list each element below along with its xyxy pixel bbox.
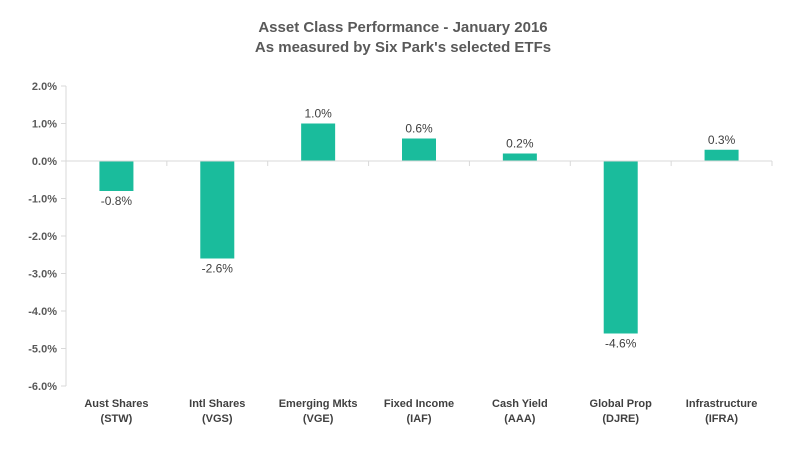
x-category-ticker: (VGS) [202,413,233,425]
bar [99,161,134,191]
y-tick-label: -5.0% [28,344,57,356]
y-tick-label: -2.0% [28,231,57,243]
data-label: 0.2% [506,137,534,151]
x-axis: Aust Shares (STW) Intl Shares (VGS) Emerging… [66,160,773,425]
bar [200,161,235,259]
y-tick-label: 0.0% [32,156,57,168]
x-category-label: Aust Shares [84,398,148,410]
x-category-ticker: (AAA) [504,413,535,425]
x-category-ticker: (IFRA) [705,413,738,425]
x-category-ticker: (IAF) [406,413,431,425]
chart-title-line-1: Asset Class Performance - January 2016 [258,19,547,36]
x-category-label: Intl Shares [189,398,245,410]
y-axis: 2.0% 1.0% 0.0% -1.0% -2.0% -3.0% -4.0% -5.0% -6.… [28,81,67,393]
y-tick-label: -6.0% [28,381,57,393]
y-tick-label: -3.0% [28,269,57,281]
x-category-ticker: (STW) [101,413,133,425]
y-tick-label: -1.0% [28,194,57,206]
data-label: 0.6% [405,122,433,136]
y-tick-label: 1.0% [32,119,57,131]
data-label: -0.8% [101,194,133,208]
x-category-label: Fixed Income [384,398,454,410]
bar [704,149,739,161]
bar [402,138,436,161]
x-category-label: Cash Yield [492,398,548,410]
chart-title-line-2: As measured by Six Park's selected ETFs [255,39,551,56]
data-label: -4.6% [605,337,637,351]
bar [502,153,537,161]
x-category-label: Infrastructure [686,398,758,410]
data-label: 1.0% [304,107,332,121]
bar [301,123,336,161]
data-labels: -0.8% -2.6% 1.0% 0.6% 0.2% -4.6% 0.3% [101,107,736,351]
x-category-ticker: (DJRE) [602,413,639,425]
x-category-ticker: (VGE) [303,413,334,425]
bar-series [99,123,739,334]
bar [603,161,638,334]
x-category-label: Global Prop [590,398,653,410]
y-tick-label: 2.0% [32,81,57,93]
x-category-label: Emerging Mkts [279,398,358,410]
data-label: 0.3% [708,133,736,147]
y-tick-label: -4.0% [28,306,57,318]
chart-title: Asset Class Performance - January 2016 A… [255,19,551,56]
data-label: -2.6% [202,262,234,276]
